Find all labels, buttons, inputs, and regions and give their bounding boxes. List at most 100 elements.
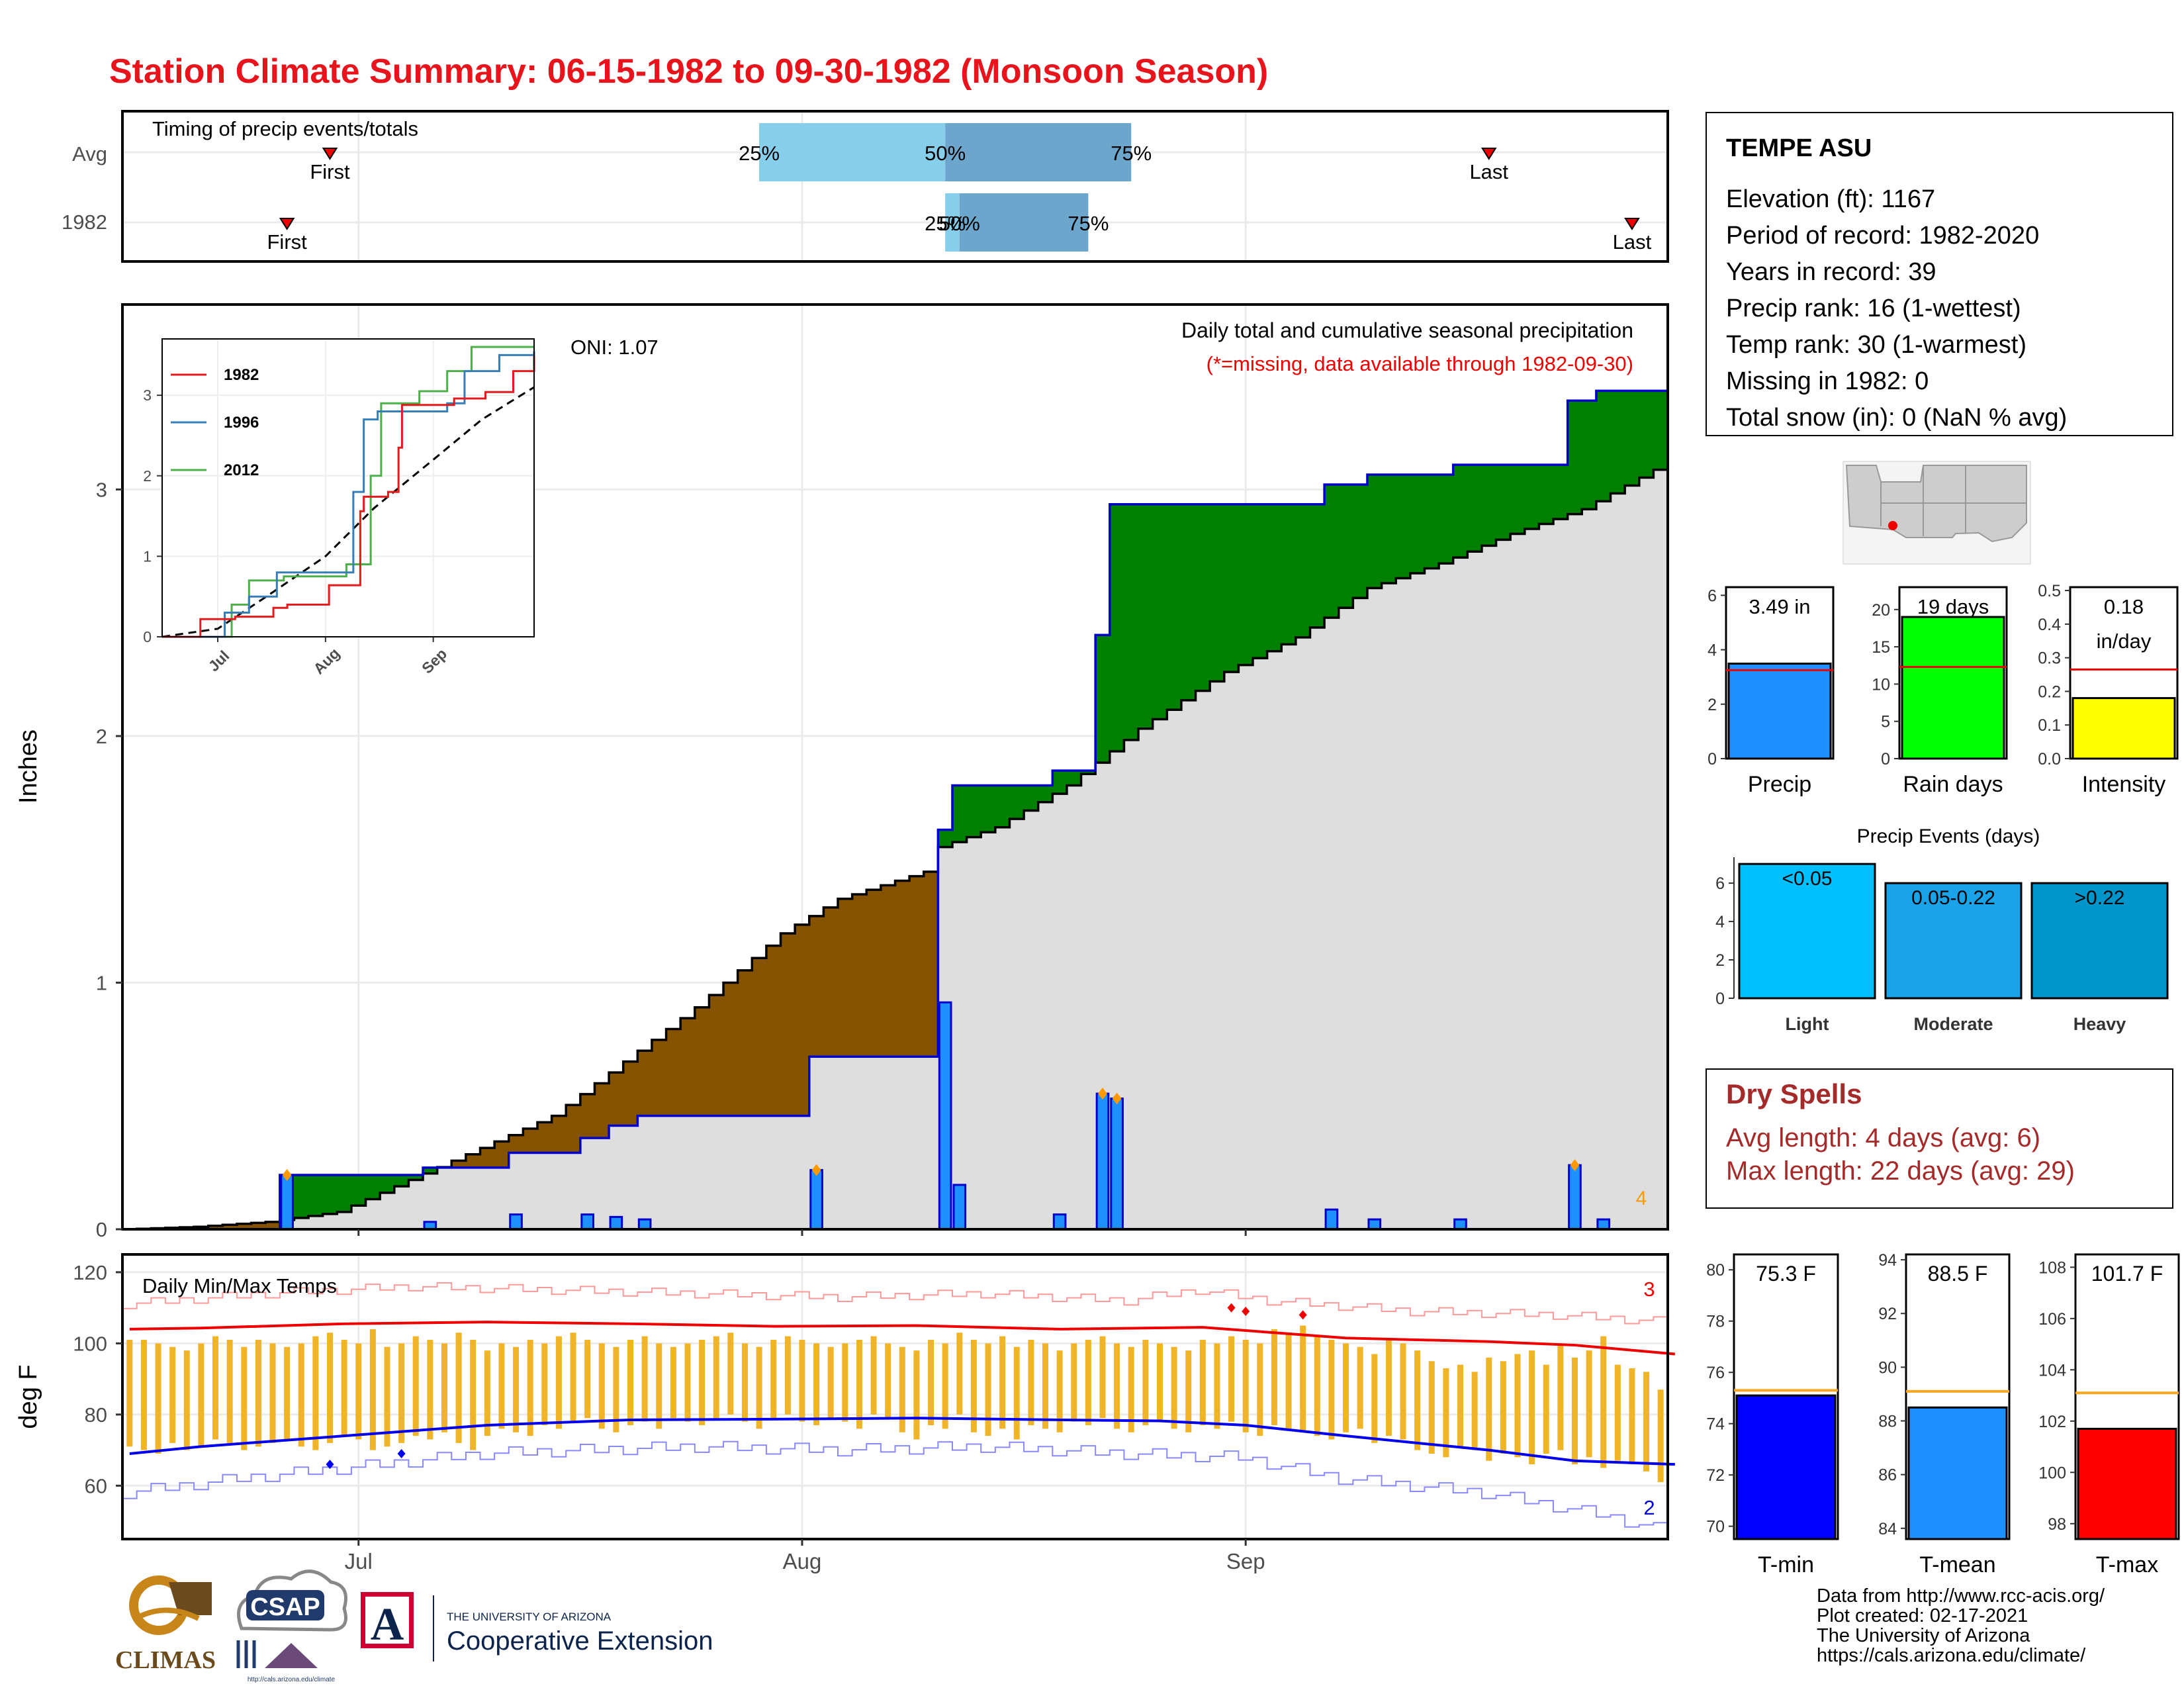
station-name: TEMPE ASU — [1726, 134, 1872, 162]
surplus-area — [1138, 504, 1154, 729]
deficit-area — [795, 924, 810, 1116]
surplus-area — [1381, 475, 1396, 583]
ua-logo-line1: THE UNIVERSITY OF ARIZONA — [447, 1611, 612, 1623]
timing-row-label-year: 1982 — [62, 211, 107, 234]
temp-mini-ytick-label: 100 — [2038, 1464, 2066, 1482]
temp-ytick-label: 80 — [85, 1403, 107, 1427]
precip-ytick-label: 1 — [96, 971, 107, 994]
deficit-area — [651, 1039, 667, 1116]
missing-count: 4 — [1636, 1188, 1647, 1209]
temp-mini-value-label: 75.3 F — [1756, 1262, 1816, 1286]
inset-series-line — [162, 351, 535, 638]
temp-series — [122, 1282, 1675, 1528]
deficit-area — [566, 1105, 581, 1153]
surplus-area — [380, 1175, 395, 1193]
mini-ytick-label: 0.2 — [2038, 682, 2061, 701]
temp-mini-ytick-label: 76 — [1706, 1364, 1725, 1382]
mini-category-label: Precip — [1748, 772, 1811, 797]
daily-precip-bar — [1367, 1218, 1382, 1231]
deficit-area — [666, 1029, 681, 1116]
record-high-marker — [1227, 1303, 1236, 1313]
precip-daily-bars — [280, 1001, 1611, 1231]
surplus-area — [1553, 465, 1569, 520]
surplus-area — [1524, 465, 1540, 530]
deficit-area — [523, 1129, 538, 1153]
mini-value-label-2: in/day — [2097, 630, 2152, 653]
temp-mini-ytick-label: 94 — [1878, 1251, 1897, 1270]
temp-y-axis: 60 80 100 120 — [73, 1261, 122, 1497]
surplus-area — [1653, 391, 1668, 470]
events-bar — [1738, 863, 1876, 1000]
surplus-area — [1439, 475, 1454, 564]
record-low-marker — [397, 1449, 406, 1458]
dry-spells-max: Max length: 22 days (avg: 29) — [1726, 1156, 2075, 1186]
average-low-line — [129, 1417, 1675, 1466]
surplus-area — [1467, 465, 1482, 552]
mini-ytick-label: 5 — [1881, 713, 1890, 731]
temp-mini-ytick-label: 98 — [2048, 1515, 2066, 1534]
cumulative-base-area — [122, 469, 1668, 1229]
record-low-line — [122, 1440, 1668, 1528]
deficit-area — [909, 876, 925, 1057]
station-line-temp-rank: Temp rank: 30 (1-warmest) — [1726, 331, 2026, 359]
deficit-area — [508, 1135, 523, 1153]
daily-precip-bar — [609, 1215, 623, 1231]
surplus-area — [1267, 504, 1282, 651]
mini-value-bar — [1727, 663, 1832, 760]
station-line-period: Period of record: 1982-2020 — [1726, 222, 2039, 250]
mini-value-label: 0.18 — [2104, 595, 2144, 618]
ua-logo-line2: Cooperative Extension — [447, 1626, 713, 1656]
date-x-axis: Jul Aug Sep — [345, 1229, 1265, 1573]
surplus-area — [1639, 391, 1654, 478]
mini-ytick-label: 20 — [1872, 601, 1890, 620]
surplus-area — [1024, 785, 1039, 811]
station-info-box: TEMPE ASU Elevation (ft): 1167 Period of… — [1706, 112, 2173, 436]
temp-mini-ytick-label: 92 — [1878, 1305, 1897, 1323]
surplus-area — [1195, 504, 1210, 691]
surplus-area — [1109, 504, 1125, 752]
mini-ytick-label: 0.0 — [2038, 750, 2061, 769]
surplus-area — [394, 1175, 410, 1187]
deficit-area — [766, 945, 782, 1116]
surplus-area — [952, 785, 968, 843]
mini-ytick-label: 0.5 — [2038, 582, 2061, 600]
events-bar-label: <0.05 — [1782, 868, 1833, 890]
events-ytick-label: 2 — [1715, 951, 1725, 970]
timing-box-q1 — [759, 123, 946, 181]
deficit-area — [752, 958, 767, 1116]
mini-ytick-label: 2 — [1707, 696, 1717, 714]
surplus-area — [1567, 400, 1582, 514]
station-location-marker — [1888, 521, 1897, 530]
surplus-area — [1596, 391, 1612, 502]
temp-mini-value-label: 101.7 F — [2091, 1262, 2163, 1286]
inset-ytick-label: 1 — [143, 547, 152, 565]
deficit-area — [709, 995, 724, 1116]
surplus-area — [1367, 475, 1383, 588]
mini-ytick-label: 15 — [1872, 638, 1890, 657]
events-category-label: Moderate — [1913, 1014, 1993, 1034]
timing-label-75: 75% — [1111, 142, 1152, 165]
surplus-area — [1396, 475, 1411, 579]
deficit-area — [809, 915, 824, 1057]
heavy-event-marker — [1097, 1088, 1107, 1100]
temp-ylabel: deg F — [15, 1364, 42, 1429]
deficit-area — [780, 933, 796, 1116]
events-bars: 0 2 4 6 <0.05 Light 0.05-0.22 Moderate >0.22 Heav… — [1715, 857, 2169, 1034]
surplus-area — [1496, 465, 1511, 540]
temp-mini-value-bar — [2077, 1427, 2177, 1540]
events-ytick-label: 4 — [1715, 913, 1725, 931]
mini-value-label: 19 days — [1917, 595, 1989, 618]
deficit-area — [236, 1223, 252, 1229]
temp-mini-ytick-label: 104 — [2038, 1361, 2066, 1380]
daily-precip-bar — [952, 1184, 967, 1231]
events-bar-label: >0.22 — [2075, 887, 2125, 909]
temp-mini-value-label: 88.5 F — [1928, 1262, 1988, 1286]
dry-spells-avg: Avg length: 4 days (avg: 6) — [1726, 1123, 2040, 1152]
surplus-area — [322, 1175, 338, 1214]
dry-spells-box: Dry Spells Avg length: 4 days (avg: 6) M… — [1706, 1068, 2173, 1209]
surplus-area — [337, 1175, 352, 1212]
inset-legend-label: 1982 — [224, 366, 259, 384]
surplus-area — [1066, 771, 1082, 786]
